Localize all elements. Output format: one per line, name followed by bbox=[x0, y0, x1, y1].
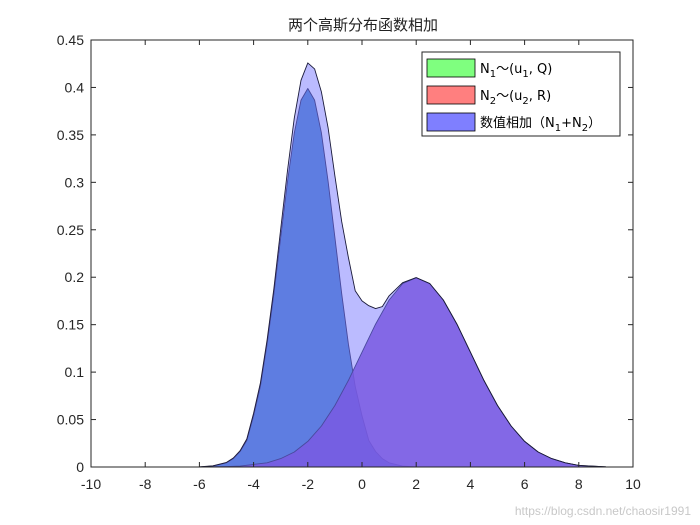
x-axis: -10 -8 -6 -4 -2 0 2 4 6 8 10 bbox=[81, 40, 641, 492]
legend-swatch bbox=[426, 85, 476, 105]
legend-label: 数值相加（N1+N2） bbox=[480, 115, 601, 134]
legend-text-part: +N bbox=[561, 116, 582, 131]
x-tick-label: -8 bbox=[139, 476, 152, 492]
legend: N1～(u1, Q)N2～(u2, R)数值相加（N1+N2） bbox=[421, 51, 621, 137]
y-tick-label: 0.45 bbox=[57, 32, 84, 48]
y-tick-label: 0.15 bbox=[57, 317, 84, 333]
watermark: https://blog.csdn.net/chaosir1991 bbox=[515, 504, 691, 518]
y-tick-label: 0.25 bbox=[57, 222, 84, 238]
legend-text-part: , R) bbox=[529, 89, 551, 104]
y-tick-label: 0.1 bbox=[65, 364, 85, 380]
legend-text-part: 数值相加（N bbox=[480, 115, 555, 131]
legend-text-part: ～(u bbox=[496, 62, 522, 77]
y-tick-label: 0.2 bbox=[65, 269, 85, 285]
legend-text-part: N bbox=[480, 89, 490, 104]
x-tick-label: -10 bbox=[81, 476, 101, 492]
legend-subscript: 1 bbox=[522, 69, 528, 80]
x-tick-label: -4 bbox=[247, 476, 260, 492]
legend-swatch bbox=[426, 112, 476, 132]
y-tick-label: 0.4 bbox=[65, 79, 85, 95]
legend-text-part: ～(u bbox=[496, 89, 522, 104]
legend-subscript: 2 bbox=[490, 96, 496, 107]
legend-text-part: N bbox=[480, 62, 490, 77]
x-tick-label: 2 bbox=[412, 476, 420, 492]
legend-subscript: 1 bbox=[555, 123, 561, 134]
x-tick-label: 8 bbox=[575, 476, 583, 492]
x-tick-label: 4 bbox=[467, 476, 475, 492]
legend-swatch bbox=[426, 58, 476, 78]
x-tick-label: 10 bbox=[625, 476, 641, 492]
legend-subscript: 2 bbox=[522, 96, 528, 107]
legend-label: N1～(u1, Q) bbox=[480, 62, 552, 80]
legend-text-part: ） bbox=[588, 116, 601, 131]
x-tick-label: -6 bbox=[193, 476, 206, 492]
chart-title: 两个高斯分布函数相加 bbox=[288, 16, 438, 34]
legend-label: N2～(u2, R) bbox=[480, 89, 551, 107]
x-tick-label: 6 bbox=[521, 476, 529, 492]
y-axis: 0 0.05 0.1 0.15 0.2 0.25 0.3 0.35 0.4 0.45 bbox=[57, 32, 633, 475]
y-tick-label: 0 bbox=[76, 459, 84, 475]
y-tick-label: 0.05 bbox=[57, 412, 84, 428]
area-series-3 bbox=[90, 62, 634, 468]
x-tick-label: 0 bbox=[358, 476, 366, 492]
x-tick-label: -2 bbox=[302, 476, 315, 492]
legend-subscript: 1 bbox=[490, 69, 496, 80]
y-tick-label: 0.35 bbox=[57, 127, 84, 143]
y-tick-label: 0.3 bbox=[65, 174, 85, 190]
legend-text-part: , Q) bbox=[529, 62, 553, 77]
legend-subscript: 2 bbox=[582, 123, 588, 134]
